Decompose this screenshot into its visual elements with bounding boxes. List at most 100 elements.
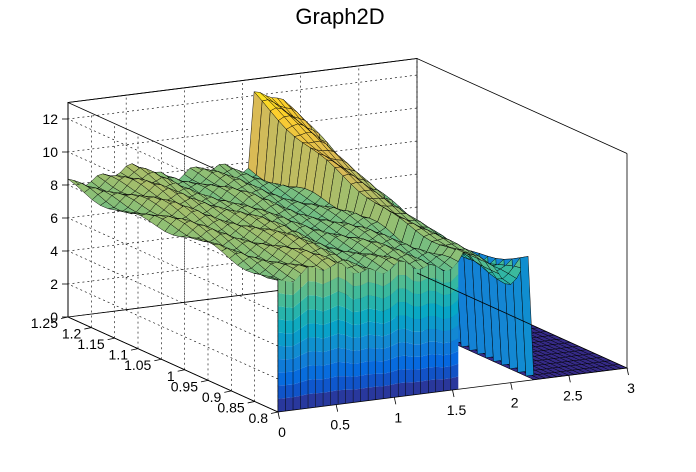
front-wall-cell	[360, 334, 369, 351]
front-wall-cell	[375, 309, 384, 324]
front-wall-cell	[383, 269, 391, 287]
front-wall-cell	[338, 347, 346, 363]
front-wall-cell	[345, 280, 354, 300]
front-wall-cell	[360, 348, 369, 363]
front-wall-cell	[405, 315, 414, 332]
front-wall-cell	[383, 359, 391, 374]
front-wall-cell	[413, 268, 421, 282]
front-wall-cell	[293, 368, 301, 385]
front-wall-cell	[428, 316, 436, 330]
front-wall-cell	[383, 346, 391, 362]
front-wall-cell	[315, 392, 324, 408]
y-tick-label: 0.85	[217, 399, 244, 415]
front-wall-cell	[450, 287, 459, 306]
front-wall-cell	[345, 348, 354, 364]
front-wall-cell	[375, 322, 384, 337]
front-wall-cell	[390, 275, 399, 296]
front-wall-cell	[360, 387, 369, 402]
z-tick-label: 10	[42, 144, 58, 160]
front-wall-cell	[413, 306, 421, 320]
front-wall-cell	[375, 296, 384, 312]
front-wall-cell	[345, 376, 354, 390]
front-wall-cell	[285, 333, 293, 347]
front-wall-cell	[338, 319, 346, 336]
front-wall-cell	[345, 307, 354, 325]
z-tick-label: 8	[50, 177, 58, 193]
front-wall-cell	[420, 290, 429, 307]
x-tick-label: 2.5	[563, 387, 583, 403]
front-wall-cell	[360, 308, 369, 325]
front-wall-cell	[383, 384, 391, 399]
front-wall-cell	[435, 366, 444, 380]
front-wall-cell	[345, 362, 354, 377]
front-wall-cell	[308, 281, 316, 296]
front-wall-cell	[375, 270, 384, 287]
front-wall-cell	[278, 359, 286, 373]
front-wall-cell	[315, 323, 324, 339]
x-tick	[452, 389, 455, 398]
front-wall-cell	[293, 355, 301, 372]
front-wall-cell	[323, 267, 331, 285]
front-wall-cell	[435, 265, 444, 284]
front-wall-cell	[368, 386, 376, 401]
z-tick-label: 12	[42, 111, 58, 127]
front-wall-cell	[353, 298, 361, 313]
front-wall-cell	[375, 283, 384, 299]
front-wall-cell	[398, 261, 406, 276]
front-wall-cell	[293, 288, 301, 308]
y-tick-label: 1.1	[109, 347, 129, 363]
front-wall-cell	[353, 285, 361, 300]
front-wall-cell	[450, 299, 459, 318]
y-tick-label: 0.8	[249, 410, 269, 426]
front-wall-cell	[308, 393, 316, 409]
front-wall-cell	[398, 369, 406, 384]
front-wall-cell	[428, 354, 436, 368]
front-wall-cell	[405, 288, 414, 307]
front-wall-cell	[308, 309, 316, 324]
front-wall-cell	[330, 277, 339, 295]
front-wall-cell	[353, 375, 361, 390]
front-wall-cell	[450, 261, 459, 282]
front-wall-cell	[293, 328, 301, 347]
front-wall-cell	[315, 379, 324, 394]
front-wall-cell	[353, 337, 361, 351]
front-wall-cell	[315, 309, 324, 325]
front-wall-cell	[300, 337, 309, 356]
front-wall-cell	[413, 356, 421, 370]
front-wall-cell	[345, 335, 354, 351]
front-wall-cell	[285, 320, 293, 334]
front-wall-cell	[413, 344, 421, 357]
x-tick-label: 1	[394, 409, 402, 425]
y-tick	[130, 348, 139, 351]
axis-ticks: 0 0.5 1 1.5 2 2.5 30.80.850.90.9511.051.11.151…	[31, 111, 635, 440]
front-wall-cell	[435, 316, 444, 332]
front-wall-cell	[390, 342, 399, 360]
front-wall-cell	[285, 384, 293, 399]
front-wall-cell	[428, 341, 436, 355]
front-wall-cell	[338, 361, 346, 377]
front-wall-cell	[330, 333, 339, 351]
front-wall-cell	[443, 294, 451, 308]
front-wall-cell	[293, 395, 301, 411]
front-wall-cell	[330, 376, 339, 392]
front-wall-cell	[323, 336, 331, 353]
front-wall-cell	[383, 307, 391, 324]
front-wall-cell	[420, 367, 429, 382]
surface-mesh	[67, 91, 628, 412]
front-wall-cell	[293, 301, 301, 321]
front-wall-cell	[443, 318, 451, 332]
front-wall-cell	[420, 329, 429, 345]
front-wall-cell	[315, 365, 324, 380]
x-tick-label: 1.5	[447, 402, 467, 418]
front-wall-cell	[435, 303, 444, 320]
front-wall-cell	[330, 347, 339, 364]
front-wall-cell	[383, 295, 391, 312]
front-wall-cell	[300, 281, 309, 302]
x-tick	[626, 367, 629, 376]
front-wall-cell	[278, 332, 286, 347]
front-wall-cell	[360, 374, 369, 389]
x-tick	[277, 411, 280, 420]
front-wall-cell	[443, 378, 451, 392]
front-wall-cell	[300, 394, 309, 410]
